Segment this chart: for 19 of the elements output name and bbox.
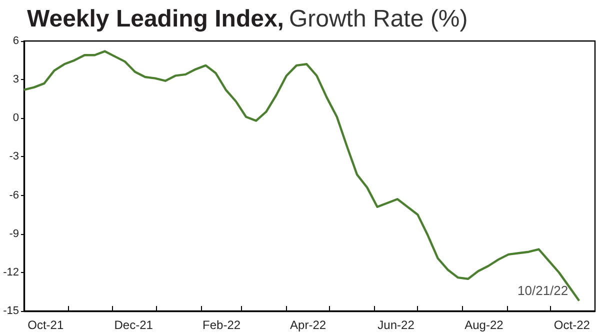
x-tick-label: Feb-22 [202,318,241,332]
chart-title: Weekly Leading Index, [27,6,284,32]
y-tick-label: 0 [12,112,19,124]
annotation: 10/21/22 [518,283,568,298]
chart-subtitle: Growth Rate (%) [288,6,468,32]
y-tick-label: -6 [9,189,19,202]
y-tick-label: -3 [9,150,19,163]
y-tick-label: 6 [12,35,19,47]
x-tick-label: Apr-22 [290,318,326,332]
x-tick-label: Oct-22 [554,318,590,332]
x-tick-label: Jun-22 [378,318,415,332]
line-series [22,50,580,302]
y-tick-label: -9 [9,228,19,240]
y-tick-label: 3 [12,74,19,86]
y-tick-label: -12 [3,266,19,278]
x-tick-label: Aug-22 [464,318,504,332]
x-tick-label: Dec-21 [114,318,154,332]
x-tick-label: Oct-21 [28,318,64,332]
y-tick-label: -15 [3,305,19,317]
